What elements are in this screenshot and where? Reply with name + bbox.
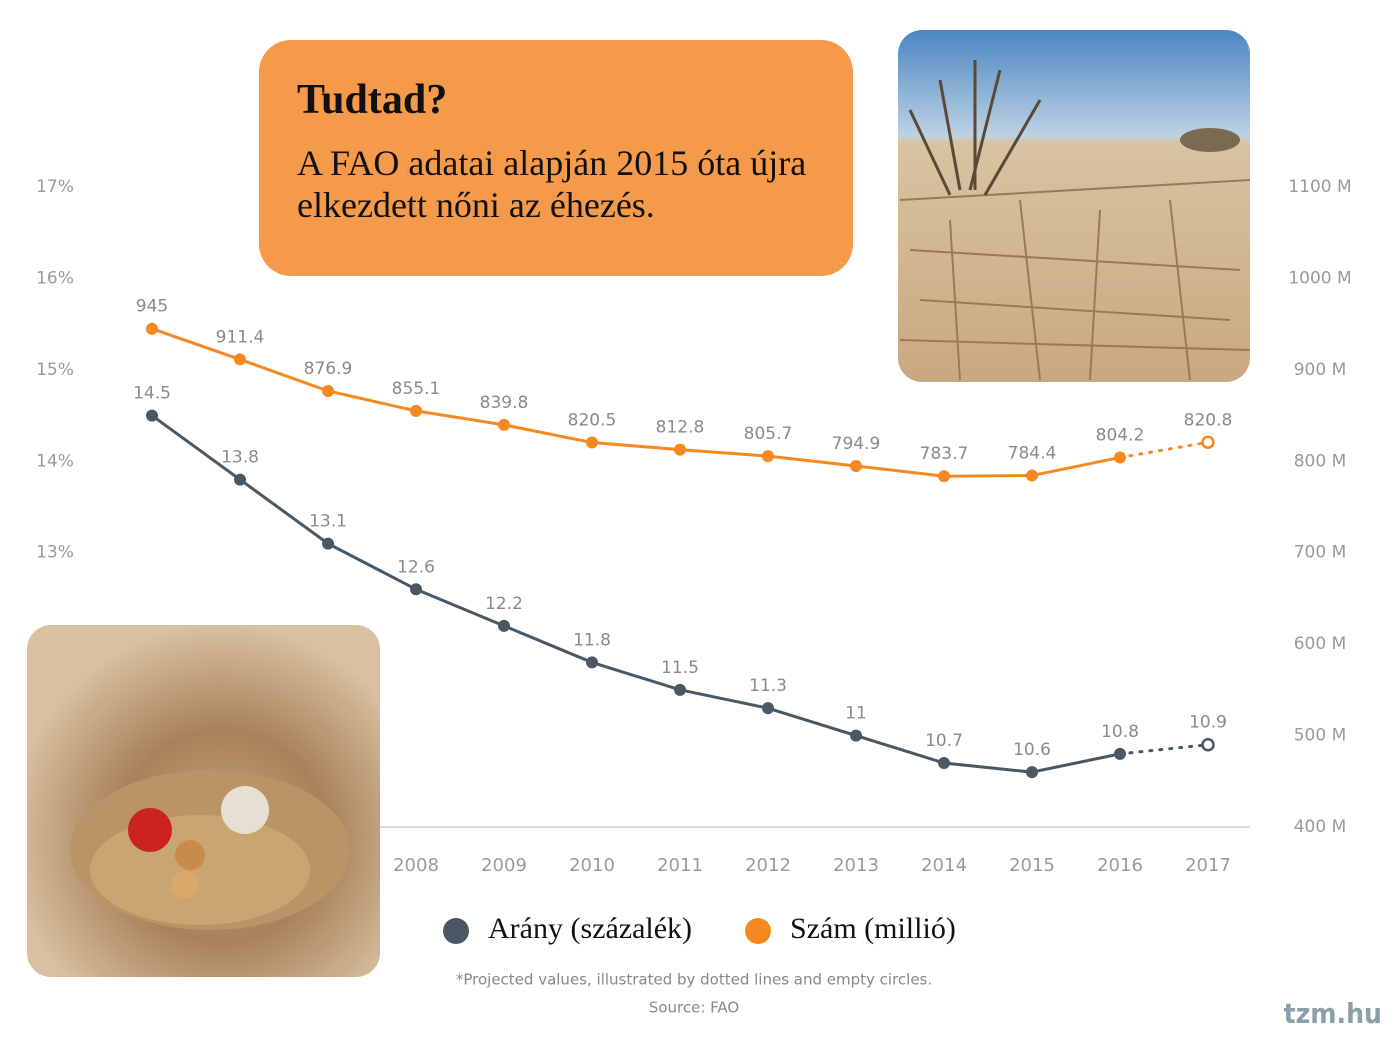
y-tick-label: 14% — [36, 451, 74, 471]
value-label: 794.9 — [832, 434, 881, 454]
x-tick-label: 2014 — [921, 855, 967, 876]
y2-tick-label: 1000 M — [1288, 268, 1351, 288]
value-label: 13.1 — [309, 512, 347, 532]
data-point — [498, 418, 510, 431]
data-point — [410, 404, 422, 417]
data-point — [586, 436, 598, 449]
value-label: 10.6 — [1013, 740, 1051, 760]
value-label: 11.5 — [661, 658, 699, 678]
data-point — [322, 384, 334, 397]
y-tick-label: 15% — [36, 360, 74, 380]
x-tick-label: 2012 — [745, 855, 791, 876]
x-tick-label: 2009 — [481, 855, 527, 876]
y-tick-label: 17% — [36, 177, 74, 197]
data-point — [850, 729, 862, 742]
x-tick-label: 2008 — [393, 855, 439, 876]
x-tick-label: 2010 — [569, 855, 615, 876]
data-point — [674, 443, 686, 456]
value-label: 876.9 — [304, 359, 353, 379]
x-tick-label: 2015 — [1009, 855, 1055, 876]
value-label: 10.7 — [925, 731, 963, 751]
legend-marker — [745, 918, 771, 944]
data-point — [1201, 737, 1215, 752]
value-label: 12.6 — [397, 557, 435, 577]
data-point — [146, 409, 158, 422]
data-point — [234, 473, 246, 486]
value-label: 11.8 — [573, 630, 611, 650]
data-point — [586, 656, 598, 669]
value-label: 14.5 — [133, 384, 171, 404]
data-point — [146, 322, 158, 335]
value-label: 805.7 — [744, 424, 793, 444]
data-point — [1026, 766, 1038, 779]
y2-tick-label: 900 M — [1294, 360, 1347, 380]
value-label: 783.7 — [920, 444, 969, 464]
y2-tick-label: 1100 M — [1288, 177, 1351, 197]
callout: Tudtad? A FAO adatai alapján 2015 óta új… — [259, 40, 853, 276]
value-label: 855.1 — [392, 379, 441, 399]
data-point — [1201, 435, 1215, 450]
y-tick-label: 13% — [36, 543, 74, 563]
value-label: 839.8 — [480, 393, 529, 413]
x-tick-label: 2013 — [833, 855, 879, 876]
x-tick-label: 2017 — [1185, 855, 1231, 876]
desert-photo — [898, 30, 1250, 382]
x-tick-label: 2011 — [657, 855, 703, 876]
data-point — [762, 450, 774, 463]
value-label: 911.4 — [216, 327, 265, 347]
value-label: 945 — [136, 297, 168, 317]
watermark: tzm.hu — [1284, 997, 1382, 1030]
y-tick-label: 16% — [36, 268, 74, 288]
value-label: 11 — [845, 704, 867, 724]
data-point — [1114, 747, 1126, 760]
projected-line — [1118, 743, 1210, 756]
value-label: 10.9 — [1189, 713, 1227, 733]
value-label: 820.5 — [568, 411, 617, 431]
value-label: 784.4 — [1008, 444, 1057, 464]
data-point — [762, 702, 774, 715]
y2-tick-label: 600 M — [1294, 634, 1347, 654]
legend-label: Szám (millió) — [790, 912, 956, 945]
value-label: 10.8 — [1101, 722, 1139, 742]
data-point — [1026, 469, 1038, 482]
value-label: 11.3 — [749, 676, 787, 696]
data-point — [938, 470, 950, 483]
legend-marker — [443, 918, 469, 944]
footnote: *Projected values, illustrated by dotted… — [456, 971, 932, 989]
data-point — [410, 583, 422, 596]
value-label: 820.8 — [1184, 410, 1233, 430]
legend-label: Arány (százalék) — [488, 912, 692, 945]
y2-tick-label: 800 M — [1294, 451, 1347, 471]
data-point — [850, 459, 862, 472]
callout-text: A FAO adatai alapján 2015 óta újra elkez… — [297, 143, 807, 225]
data-point — [322, 537, 334, 550]
series-line — [151, 327, 1121, 478]
value-label: 13.8 — [221, 448, 259, 468]
callout-title: Tudtad? — [297, 77, 448, 123]
value-label: 12.2 — [485, 594, 523, 614]
data-point — [234, 353, 246, 366]
y2-tick-label: 700 M — [1294, 543, 1347, 563]
y2-tick-label: 500 M — [1294, 726, 1347, 746]
y2-tick-label: 400 M — [1294, 817, 1347, 837]
value-label: 804.2 — [1096, 425, 1145, 445]
well-photo — [27, 625, 380, 977]
value-label: 812.8 — [656, 418, 705, 438]
data-point — [938, 757, 950, 769]
x-tick-label: 2016 — [1097, 855, 1143, 876]
data-point — [1114, 451, 1126, 464]
plot-area: 13% 14% 15% 16% 17% 400 M 500 M 600 M 700 M 800 M… — [36, 177, 1352, 876]
data-point — [498, 619, 510, 632]
series-line — [151, 414, 1121, 774]
data-point — [674, 683, 686, 696]
source: Source: FAO — [649, 999, 739, 1017]
